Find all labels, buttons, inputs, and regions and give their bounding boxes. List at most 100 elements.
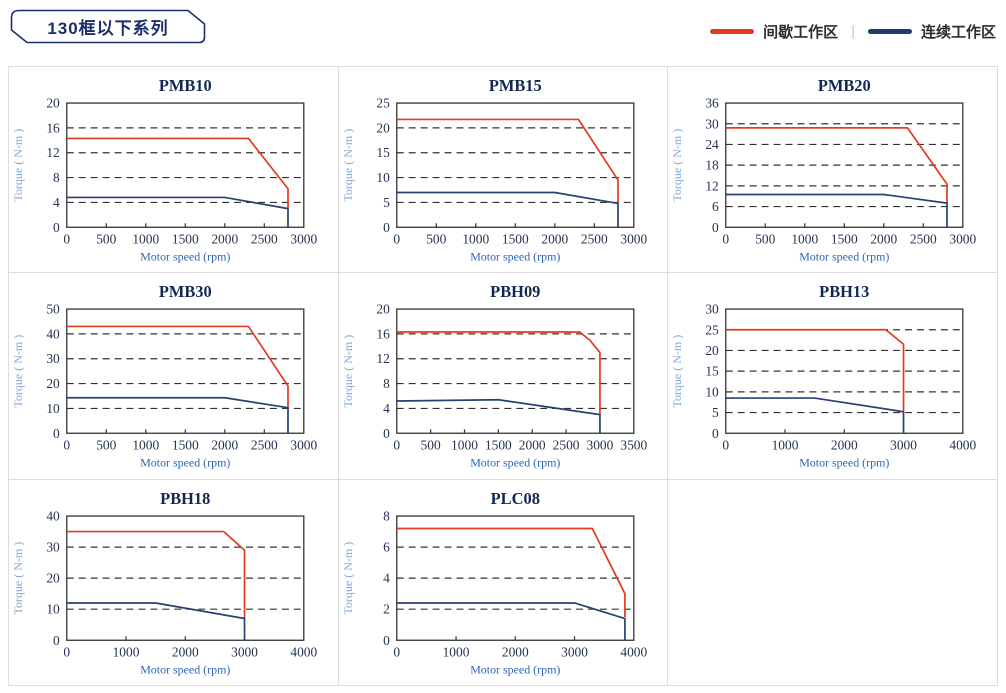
svg-text:0: 0	[63, 644, 70, 659]
svg-text:4: 4	[383, 401, 390, 416]
chart-svg-PBH09: 0 500 1000 1500 2000 2500 3000 3500 0 4 8 12 16 20 PBH…	[341, 282, 648, 470]
x-axis-label: Motor speed (rpm)	[470, 456, 560, 470]
chart-card-PMB15: 0 500 1000 1500 2000 2500 3000 0 5 10 15 20 25 PMB15 M…	[338, 67, 668, 273]
x-axis-label: Motor speed (rpm)	[800, 249, 890, 263]
svg-text:24: 24	[706, 137, 720, 152]
series-badge-outline	[10, 9, 206, 44]
svg-text:30: 30	[706, 302, 720, 317]
curve-continuous	[66, 397, 289, 434]
chart-card-PBH09: 0 500 1000 1500 2000 2500 3000 3500 0 4 8 12 16 20 PBH…	[338, 273, 668, 479]
svg-text:1500: 1500	[172, 438, 199, 453]
chart-svg-PBH13: 0 1000 2000 3000 4000 0 5 10 15 20 25 30 PBH13 Motor …	[670, 282, 977, 469]
svg-text:0: 0	[712, 220, 719, 235]
chart-svg-PMB10: 0 500 1000 1500 2000 2500 3000 0 4 8 12 16 20 PMB10 Mo…	[11, 76, 318, 263]
svg-text:12: 12	[706, 178, 719, 193]
svg-text:1000: 1000	[772, 438, 799, 453]
svg-text:3000: 3000	[950, 231, 977, 246]
chart-card-PLC08: 0 1000 2000 3000 4000 0 2 4 6 8 PLC08 Motor speed (…	[338, 479, 668, 685]
x-axis-label: Motor speed (rpm)	[470, 662, 560, 676]
svg-text:25: 25	[706, 323, 720, 338]
curve-continuous	[726, 193, 949, 228]
svg-text:2500: 2500	[910, 231, 937, 246]
svg-text:20: 20	[46, 570, 60, 585]
curve-intermittent	[396, 118, 619, 204]
svg-text:40: 40	[46, 327, 60, 342]
curve-intermittent	[66, 137, 289, 209]
legend-separator: |	[851, 23, 855, 40]
svg-text:8: 8	[383, 508, 390, 523]
chart-svg-PMB15: 0 500 1000 1500 2000 2500 3000 0 5 10 15 20 25 PMB15 M…	[341, 76, 648, 263]
svg-text:0: 0	[393, 644, 400, 659]
svg-text:8: 8	[53, 170, 60, 185]
svg-text:3500: 3500	[620, 438, 647, 453]
series-badge-label: 130框以下系列	[47, 19, 169, 38]
svg-text:1000: 1000	[132, 438, 159, 453]
svg-text:3000: 3000	[290, 438, 317, 453]
svg-text:20: 20	[376, 302, 390, 317]
svg-text:500: 500	[420, 438, 440, 453]
intermittent-zone-label: 间歇工作区	[763, 24, 839, 41]
svg-text:8: 8	[383, 376, 390, 391]
svg-text:12: 12	[376, 352, 389, 367]
svg-text:4000: 4000	[290, 644, 317, 659]
svg-text:36: 36	[706, 96, 720, 111]
svg-text:2500: 2500	[581, 231, 608, 246]
svg-text:2000: 2000	[502, 644, 529, 659]
svg-text:1500: 1500	[485, 438, 512, 453]
chart-title: PMB10	[159, 76, 212, 95]
chart-title: PMB15	[488, 76, 541, 95]
curve-continuous	[396, 191, 619, 228]
svg-text:0: 0	[393, 231, 400, 246]
svg-text:3000: 3000	[290, 231, 317, 246]
svg-text:4: 4	[383, 570, 390, 585]
chart-card-PMB30: 0 500 1000 1500 2000 2500 3000 0 10 20 30 40 50 PMB30…	[9, 273, 338, 479]
chart-card-PMB10: 0 500 1000 1500 2000 2500 3000 0 4 8 12 16 20 PMB10 Mo…	[9, 67, 338, 273]
svg-text:0: 0	[723, 438, 730, 453]
svg-text:1000: 1000	[792, 231, 819, 246]
chart-card-PBH13: 0 1000 2000 3000 4000 0 5 10 15 20 25 30 PBH13 Motor …	[668, 273, 997, 479]
x-axis-label: Motor speed (rpm)	[470, 249, 560, 263]
svg-text:500: 500	[426, 231, 446, 246]
svg-text:6: 6	[712, 199, 719, 214]
svg-text:2000: 2000	[541, 231, 568, 246]
svg-text:500: 500	[96, 231, 116, 246]
svg-text:0: 0	[53, 426, 60, 441]
curve-intermittent	[726, 127, 949, 204]
series-badge: 130框以下系列	[10, 9, 206, 44]
svg-text:1000: 1000	[132, 231, 159, 246]
chart-title: PLC08	[490, 489, 539, 508]
svg-text:1500: 1500	[502, 231, 529, 246]
svg-text:0: 0	[383, 426, 390, 441]
svg-text:10: 10	[376, 170, 390, 185]
svg-text:10: 10	[46, 401, 60, 416]
svg-text:0: 0	[63, 231, 70, 246]
y-axis-label: Torque ( N-m )	[341, 541, 355, 614]
chart-title: PMB20	[818, 76, 871, 95]
continuous-zone-swatch	[867, 29, 912, 34]
curve-intermittent	[66, 530, 246, 619]
curve-intermittent	[66, 325, 289, 408]
svg-text:2: 2	[383, 601, 390, 616]
empty-cell	[668, 479, 997, 685]
svg-text:30: 30	[46, 352, 60, 367]
x-axis-label: Motor speed (rpm)	[140, 662, 230, 676]
svg-text:4000: 4000	[950, 438, 977, 453]
y-axis-label: Torque ( N-m )	[11, 335, 25, 408]
svg-text:25: 25	[376, 96, 390, 111]
svg-text:5: 5	[383, 195, 390, 210]
svg-text:10: 10	[46, 601, 60, 616]
svg-text:18: 18	[706, 158, 720, 173]
y-axis-label: Torque ( N-m )	[11, 129, 25, 202]
curve-continuous	[66, 601, 246, 640]
svg-text:0: 0	[723, 231, 730, 246]
chart-svg-PMB20: 0 500 1000 1500 2000 2500 3000 0 6 12 18 24 30 36 PMB2…	[670, 76, 977, 263]
svg-text:30: 30	[46, 539, 60, 554]
chart-svg-PMB30: 0 500 1000 1500 2000 2500 3000 0 10 20 30 40 50 PMB30…	[11, 282, 318, 469]
curve-intermittent	[396, 331, 601, 415]
curve-continuous	[396, 601, 626, 640]
svg-text:3000: 3000	[561, 644, 588, 659]
svg-text:4000: 4000	[620, 644, 647, 659]
curve-intermittent	[396, 527, 626, 617]
svg-text:2000: 2000	[831, 438, 858, 453]
svg-text:20: 20	[376, 120, 390, 135]
